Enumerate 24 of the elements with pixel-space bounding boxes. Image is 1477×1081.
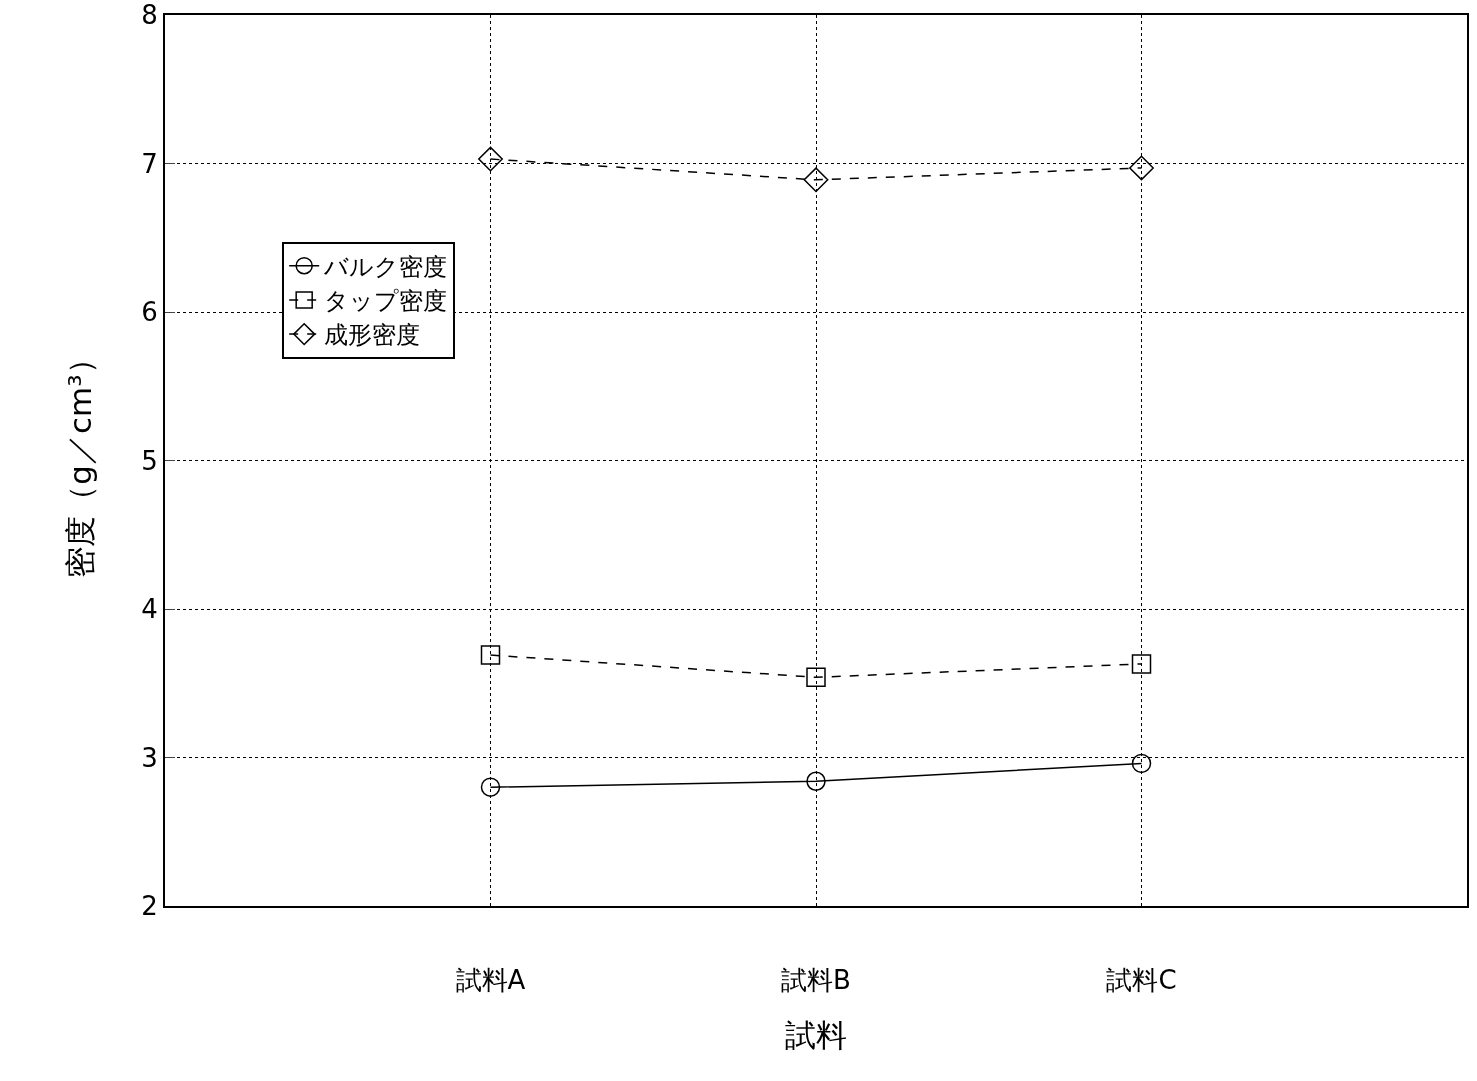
x-axis-title: 試料 [785,1016,847,1053]
legend-label: タップ密度 [324,287,448,316]
y-tick-label: 3 [141,742,158,773]
point [480,645,501,665]
y-tick-label: 6 [141,297,158,328]
point [478,146,503,172]
point [1131,753,1152,774]
point [480,777,501,797]
point [1131,654,1152,674]
y-tick-label: 8 [141,0,158,31]
point [1129,155,1154,181]
y-tick-label: 5 [141,445,158,476]
legend-label: 成形密度 [324,321,421,350]
point [806,667,826,688]
point [806,771,826,791]
y-tick-label: 7 [141,148,158,179]
x-tick-label: 試料B [781,965,851,996]
legend-label: バルク密度 [323,253,448,282]
y-axis-title: 密度（g／cm³） [62,343,99,578]
y-tick-label: 4 [141,594,158,625]
x-tick-label: 試料C [1106,965,1177,996]
y-tick-label: 2 [141,891,158,922]
point [803,167,829,193]
x-tick-label: 試料A [455,965,526,996]
